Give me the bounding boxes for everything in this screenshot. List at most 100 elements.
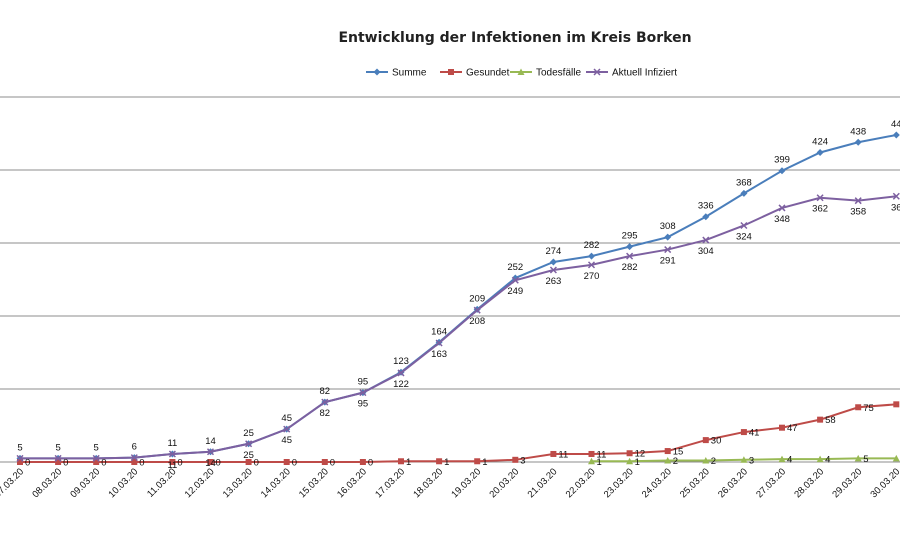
data-point-aktuell-infiziert [778, 204, 786, 212]
data-label-aktuell-infiziert: 304 [698, 246, 714, 257]
data-point-aktuell-infiziert [549, 266, 557, 274]
data-label-summe: 45 [281, 413, 292, 424]
data-label-todesf-lle: 2 [673, 456, 678, 467]
data-label-aktuell-infiziert: 324 [736, 231, 752, 242]
data-label-summe: 82 [320, 386, 331, 397]
data-label-gesundet: 0 [216, 458, 221, 469]
data-point-gesundet [131, 459, 138, 465]
data-point-gesundet [359, 459, 366, 465]
series-gesundet [17, 401, 900, 465]
legend-item-todesf-lle: Todesfälle [510, 68, 581, 79]
data-label-summe: 6 [132, 442, 137, 453]
data-label-gesundet: 58 [825, 415, 836, 426]
data-point-aktuell-infiziert [587, 261, 596, 269]
legend-item-gesundet: Gesundet [440, 68, 510, 79]
data-label-summe: 5 [55, 442, 60, 453]
data-point-aktuell-infiziert [283, 425, 291, 433]
x-tick-label: 13.03.20 [221, 466, 255, 500]
data-label-summe: 25 [243, 428, 254, 439]
data-point-gesundet [17, 459, 23, 465]
data-label-aktuell-infiziert: 36 [891, 202, 900, 213]
data-point-todesf-lle [702, 457, 710, 464]
data-label-todesf-lle: 4 [825, 455, 830, 466]
data-label-gesundet: 15 [673, 447, 684, 458]
data-label-summe: 209 [469, 293, 485, 304]
legend-label: Todesfälle [536, 68, 581, 79]
x-tick-label: 12.03.20 [183, 466, 217, 500]
data-label-aktuell-infiziert: 11 [167, 460, 177, 471]
data-point-summe [588, 252, 595, 260]
data-label-summe: 424 [812, 136, 828, 147]
data-point-summe [549, 258, 557, 266]
data-point-gesundet [664, 448, 671, 455]
x-tick-label: 23.03.20 [602, 466, 636, 500]
data-point-gesundet [588, 450, 595, 457]
data-label-gesundet: 47 [787, 423, 798, 434]
data-label-summe: 252 [507, 262, 523, 273]
x-tick-label: 14.03.20 [259, 466, 293, 500]
data-point-gesundet [169, 459, 176, 465]
data-label-aktuell-infiziert: 348 [774, 214, 790, 225]
data-label-aktuell-infiziert: 249 [507, 286, 523, 297]
x-tick-label: 10.03.20 [106, 466, 140, 500]
data-label-aktuell-infiziert: 25 [243, 450, 254, 461]
data-label-aktuell-infiziert: 95 [358, 399, 369, 410]
data-point-summe [740, 189, 748, 197]
data-point-aktuell-infiziert [511, 276, 519, 284]
legend-marker [373, 68, 381, 76]
legend-label: Gesundet [466, 68, 510, 79]
data-labels: 5 5 5 6 11 1425458295123164209252274282295308… [17, 119, 900, 471]
data-point-gesundet [55, 459, 62, 465]
data-label-gesundet: 41 [749, 428, 760, 439]
legend: Summe Gesundet Todesfälle Aktuell Infiziert [366, 68, 677, 79]
data-point-gesundet [321, 459, 328, 465]
data-label-summe: 368 [736, 177, 752, 188]
data-point-summe [702, 213, 710, 221]
data-label-aktuell-infiziert: 208 [469, 316, 485, 327]
data-point-summe [778, 167, 786, 175]
data-label-summe: 295 [622, 231, 638, 242]
x-tick-label: 26.03.20 [716, 466, 750, 500]
data-point-todesf-lle [626, 457, 634, 465]
data-point-summe [892, 131, 900, 139]
data-label-todesf-lle: 1 [597, 457, 602, 468]
data-point-aktuell-infiziert [740, 221, 748, 230]
data-point-gesundet [779, 424, 785, 431]
data-label-gesundet: 0 [254, 458, 259, 469]
x-axis-ticks: 07.03.20 08.03.20 09.03.20 10.03.20 11.03.20… [0, 466, 900, 500]
data-point-gesundet [512, 456, 519, 463]
data-point-todesf-lle [740, 456, 748, 463]
data-label-gesundet: 0 [368, 458, 373, 469]
data-point-gesundet [93, 459, 100, 465]
data-label-summe: 274 [545, 246, 561, 257]
x-tick-label: 22.03.20 [564, 466, 598, 500]
data-point-aktuell-infiziert [473, 306, 481, 314]
data-label-summe: 5 [94, 442, 99, 453]
series-line-gesundet [20, 403, 897, 463]
legend-label: Summe [392, 68, 427, 79]
data-label-gesundet: 0 [330, 458, 335, 469]
data-point-todesf-lle [588, 457, 595, 465]
data-label-gesundet: 11 [597, 449, 607, 460]
series-line-aktuell-infiziert [20, 195, 897, 460]
x-tick-label: 19.03.20 [449, 466, 483, 500]
data-label-aktuell-infiziert: 163 [431, 349, 447, 360]
data-label-aktuell-infiziert: 358 [850, 207, 866, 218]
data-point-summe [664, 233, 672, 241]
data-label-gesundet: 75 [863, 403, 874, 414]
x-tick-label: 21.03.20 [526, 466, 560, 500]
x-tick-label: 28.03.20 [792, 466, 826, 500]
data-point-aktuell-infiziert [245, 440, 253, 448]
data-point-gesundet [740, 429, 747, 436]
data-label-aktuell-infiziert: 45 [281, 435, 292, 446]
data-label-summe: 164 [431, 326, 447, 337]
data-point-aktuell-infiziert [816, 194, 824, 202]
data-point-aktuell-infiziert [702, 236, 710, 244]
data-label-summe: 44 [891, 119, 900, 130]
data-label-summe: 336 [698, 201, 714, 212]
data-point-summe [626, 243, 634, 251]
data-label-gesundet: 1 [406, 457, 411, 468]
legend-marker [448, 69, 454, 75]
data-label-gesundet: 0 [63, 458, 68, 469]
